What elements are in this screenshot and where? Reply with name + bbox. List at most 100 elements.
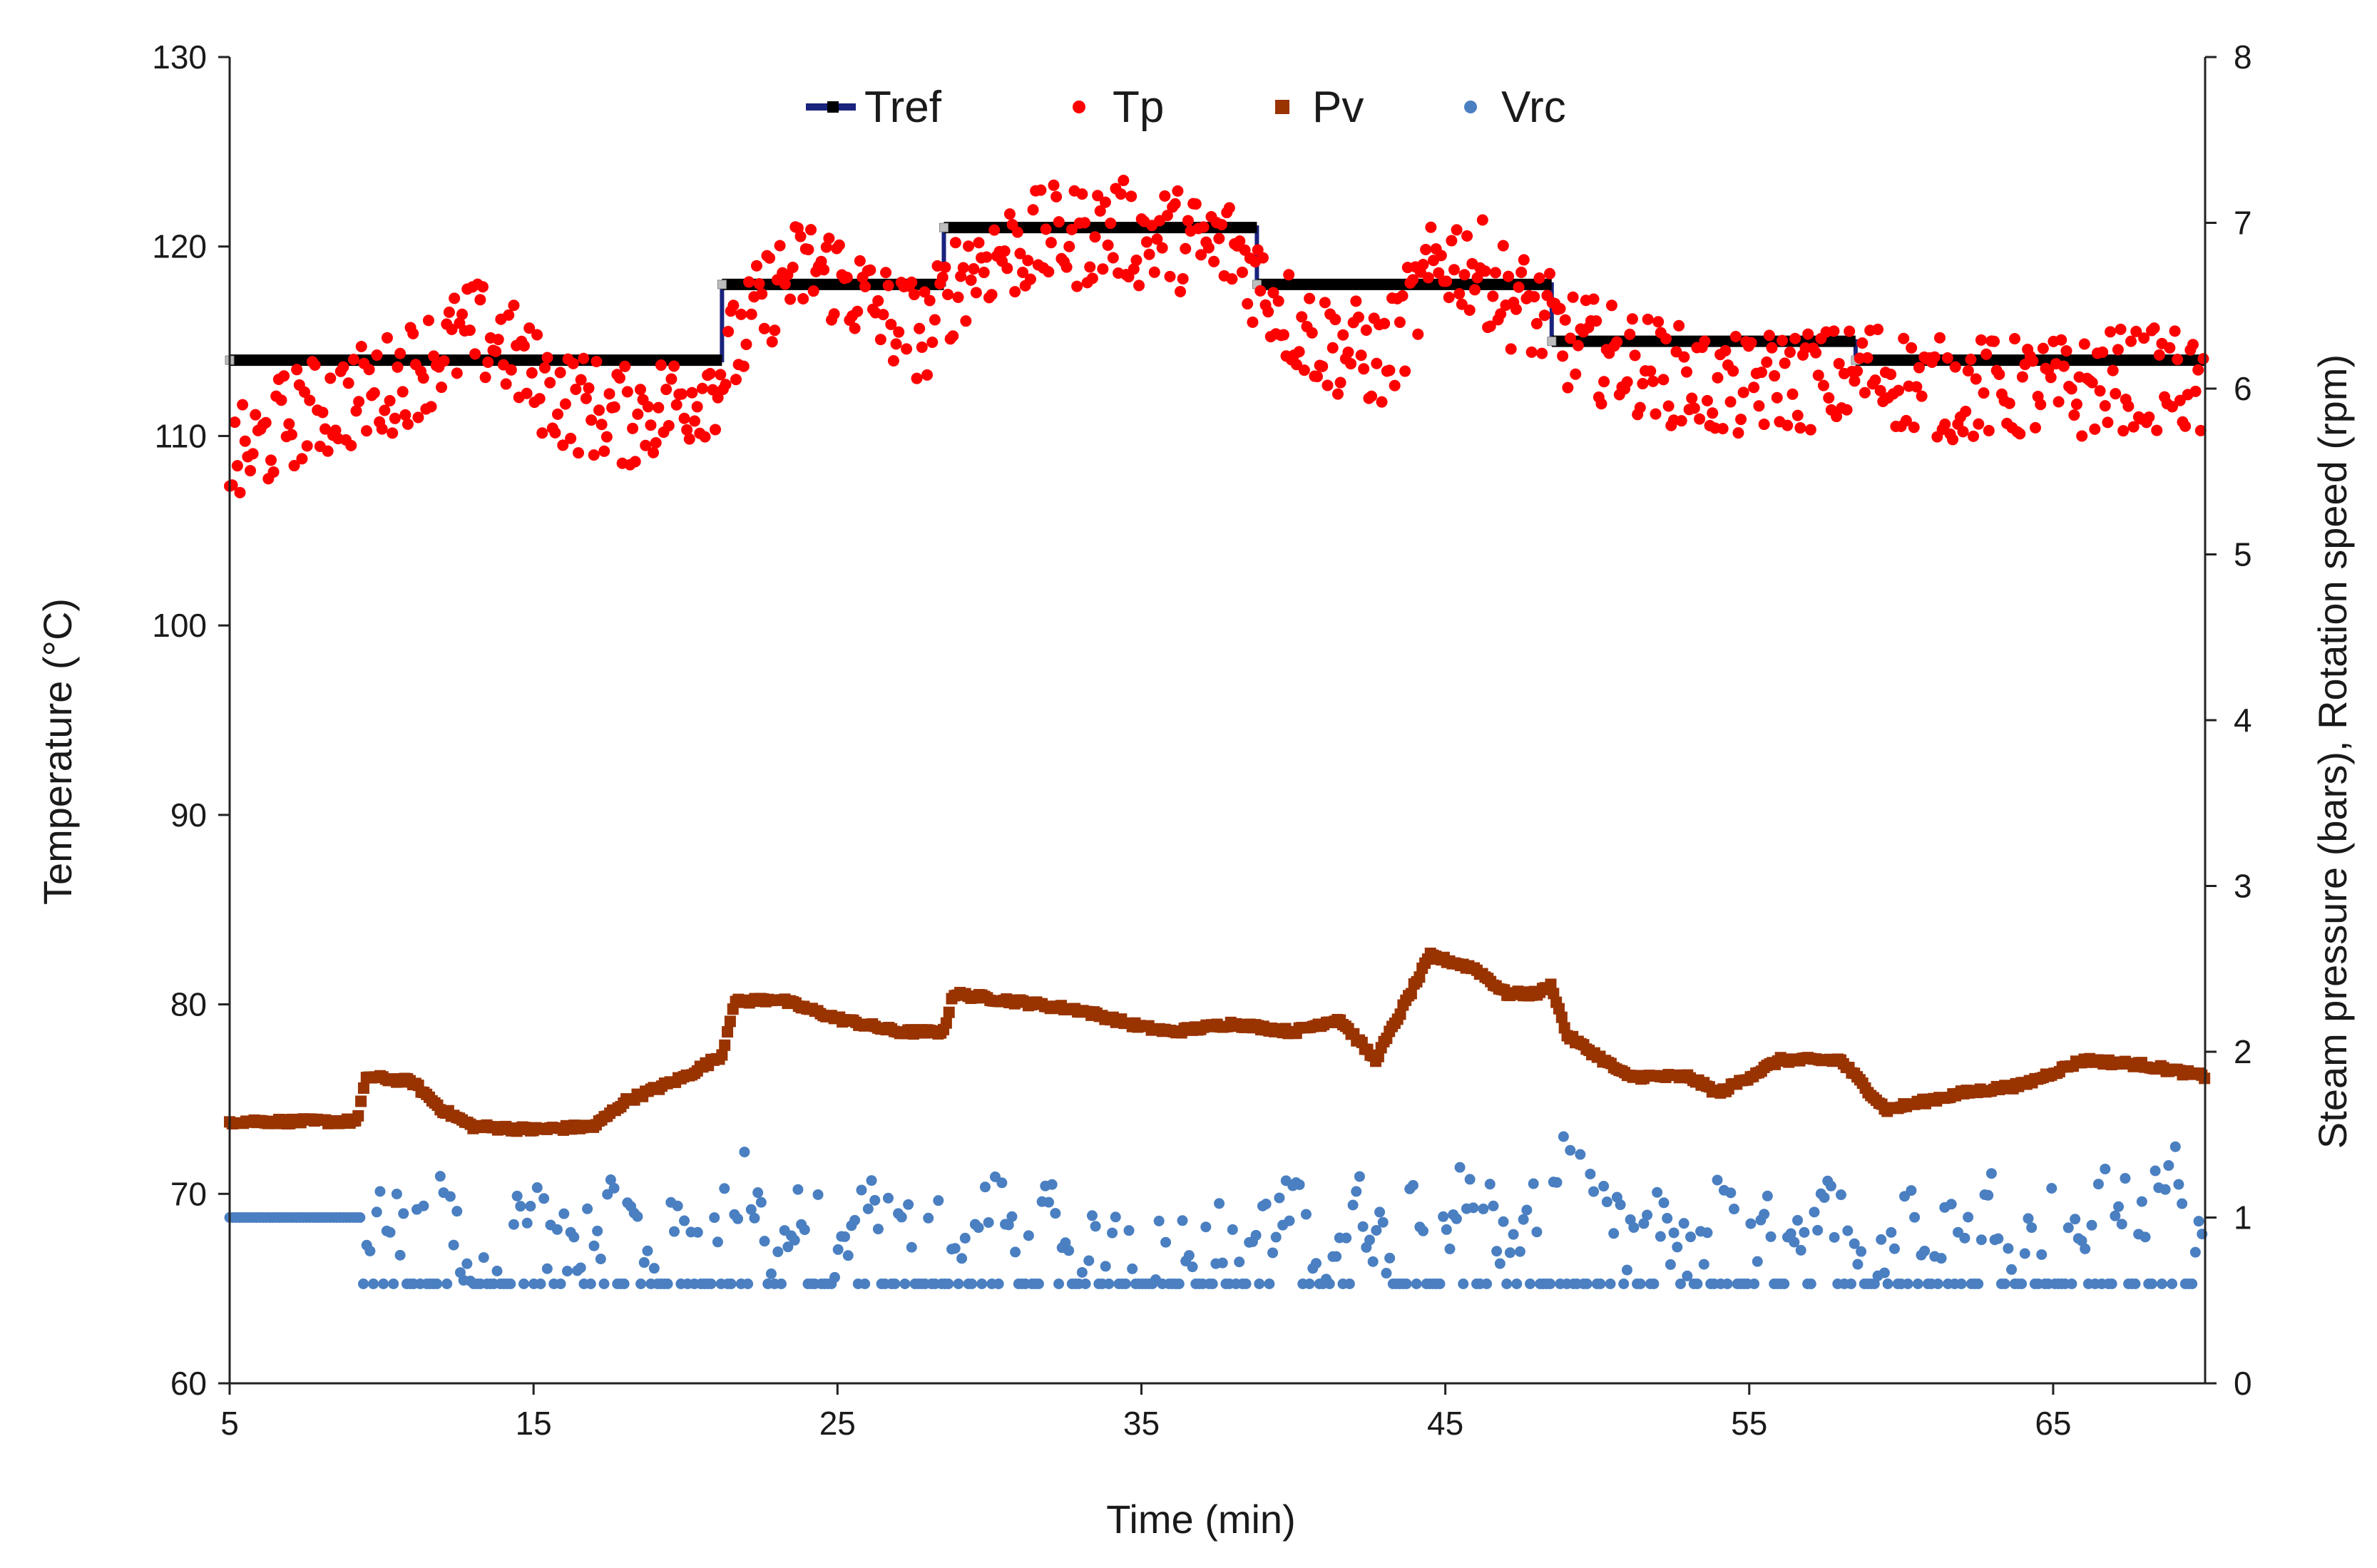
tp-point <box>595 419 608 431</box>
tp-point <box>2112 344 2124 356</box>
tp-point <box>541 352 553 364</box>
y-left-tick-label: 70 <box>170 1175 207 1212</box>
tp-point <box>2169 325 2181 337</box>
vrc-point <box>966 1279 978 1289</box>
tp-point <box>301 440 313 452</box>
tp-point <box>686 386 698 399</box>
tp-point <box>704 368 716 380</box>
tp-point <box>689 415 701 427</box>
vrc-point <box>582 1203 593 1214</box>
tp-point <box>285 429 297 441</box>
tp-point <box>508 299 520 312</box>
vrc-point <box>491 1265 503 1276</box>
vrc-point <box>1809 1206 1820 1218</box>
vrc-point <box>1658 1197 1670 1209</box>
tp-point <box>1358 363 1370 375</box>
pv-point <box>1555 1011 1568 1023</box>
tp-point <box>1660 333 1672 345</box>
tp-point <box>1605 299 1617 312</box>
vrc-point <box>1642 1209 1653 1221</box>
tp-point <box>2194 424 2207 436</box>
tp-point <box>936 271 949 283</box>
tp-point <box>2105 326 2117 338</box>
tp-point <box>750 260 762 272</box>
tp-point <box>1686 392 1698 404</box>
tp-point <box>309 359 321 371</box>
tp-point <box>521 387 533 399</box>
tp-point <box>1453 288 1466 300</box>
tp-point <box>2097 346 2109 358</box>
tp-point <box>1396 289 1409 302</box>
vrc-point <box>792 1184 804 1195</box>
tp-point <box>1175 285 1187 297</box>
vrc-point <box>1341 1232 1352 1244</box>
vrc-point <box>1936 1253 1947 1264</box>
vrc-point <box>745 1204 757 1215</box>
vrc-point <box>2086 1219 2097 1231</box>
vrc-point <box>1347 1199 1359 1211</box>
tp-point <box>675 388 687 400</box>
vrc-point <box>561 1266 573 1277</box>
tp-point <box>402 418 414 430</box>
tp-point <box>1543 267 1555 280</box>
tp-point <box>476 281 489 293</box>
tp-point <box>288 460 300 472</box>
vrc-point <box>648 1263 660 1274</box>
tp-point <box>2102 416 2114 429</box>
tp-point <box>629 456 641 468</box>
tp-point <box>1125 190 1138 203</box>
tp-point <box>1707 407 1719 419</box>
vrc-point <box>358 1279 369 1289</box>
vrc-point <box>1528 1178 1539 1189</box>
tp-point <box>1024 273 1036 285</box>
tp-point <box>1598 376 1610 388</box>
tp-point <box>2164 342 2176 354</box>
vrc-point <box>555 1279 566 1289</box>
vrc-point <box>1468 1202 1479 1214</box>
vrc-point <box>1274 1192 1285 1204</box>
tp-point <box>575 374 587 386</box>
tp-point <box>1456 298 1468 310</box>
pv-point <box>1414 971 1426 983</box>
vrc-point <box>976 1279 988 1289</box>
tp-point <box>1489 267 1501 279</box>
tp-point <box>797 293 809 305</box>
tp-point <box>265 454 277 466</box>
tp-point <box>1317 360 1329 372</box>
pv-point <box>1548 988 1560 1000</box>
tp-point <box>1657 374 1670 386</box>
tp-point <box>1647 375 1659 387</box>
vrc-point <box>1357 1221 1369 1232</box>
tp-point <box>2115 323 2127 335</box>
tp-point <box>1727 365 1739 377</box>
vrc-point <box>1351 1186 1362 1197</box>
vrc-point <box>1504 1247 1515 1259</box>
vrc-point <box>692 1226 703 1238</box>
vrc-point <box>444 1191 456 1202</box>
tp-point <box>683 433 695 445</box>
tp-point <box>968 263 980 275</box>
tp-point <box>1634 401 1646 414</box>
tp-point <box>1978 387 1990 399</box>
vrc-point <box>1993 1233 2004 1244</box>
tp-point <box>1417 259 1429 271</box>
vrc-point <box>585 1279 596 1289</box>
vrc-point <box>1488 1200 1499 1211</box>
vrc-point <box>1725 1187 1737 1199</box>
tp-point <box>1226 273 1238 285</box>
vrc-point <box>1973 1279 1984 1289</box>
tp-point <box>756 288 768 300</box>
tp-point <box>1092 190 1104 202</box>
tp-point <box>1468 284 1481 296</box>
tp-point <box>598 445 610 457</box>
vrc-point <box>1484 1179 1496 1190</box>
vrc-point <box>1364 1234 1376 1246</box>
vrc-point <box>1177 1215 1188 1226</box>
tp-point <box>1538 309 1550 322</box>
vrc-point <box>2187 1279 2198 1289</box>
tp-point <box>1779 357 1791 369</box>
legend-swatch-tp <box>1073 101 1085 113</box>
vrc-point <box>829 1271 840 1283</box>
vrc-point <box>993 1279 1004 1289</box>
vrc-point <box>672 1200 683 1211</box>
